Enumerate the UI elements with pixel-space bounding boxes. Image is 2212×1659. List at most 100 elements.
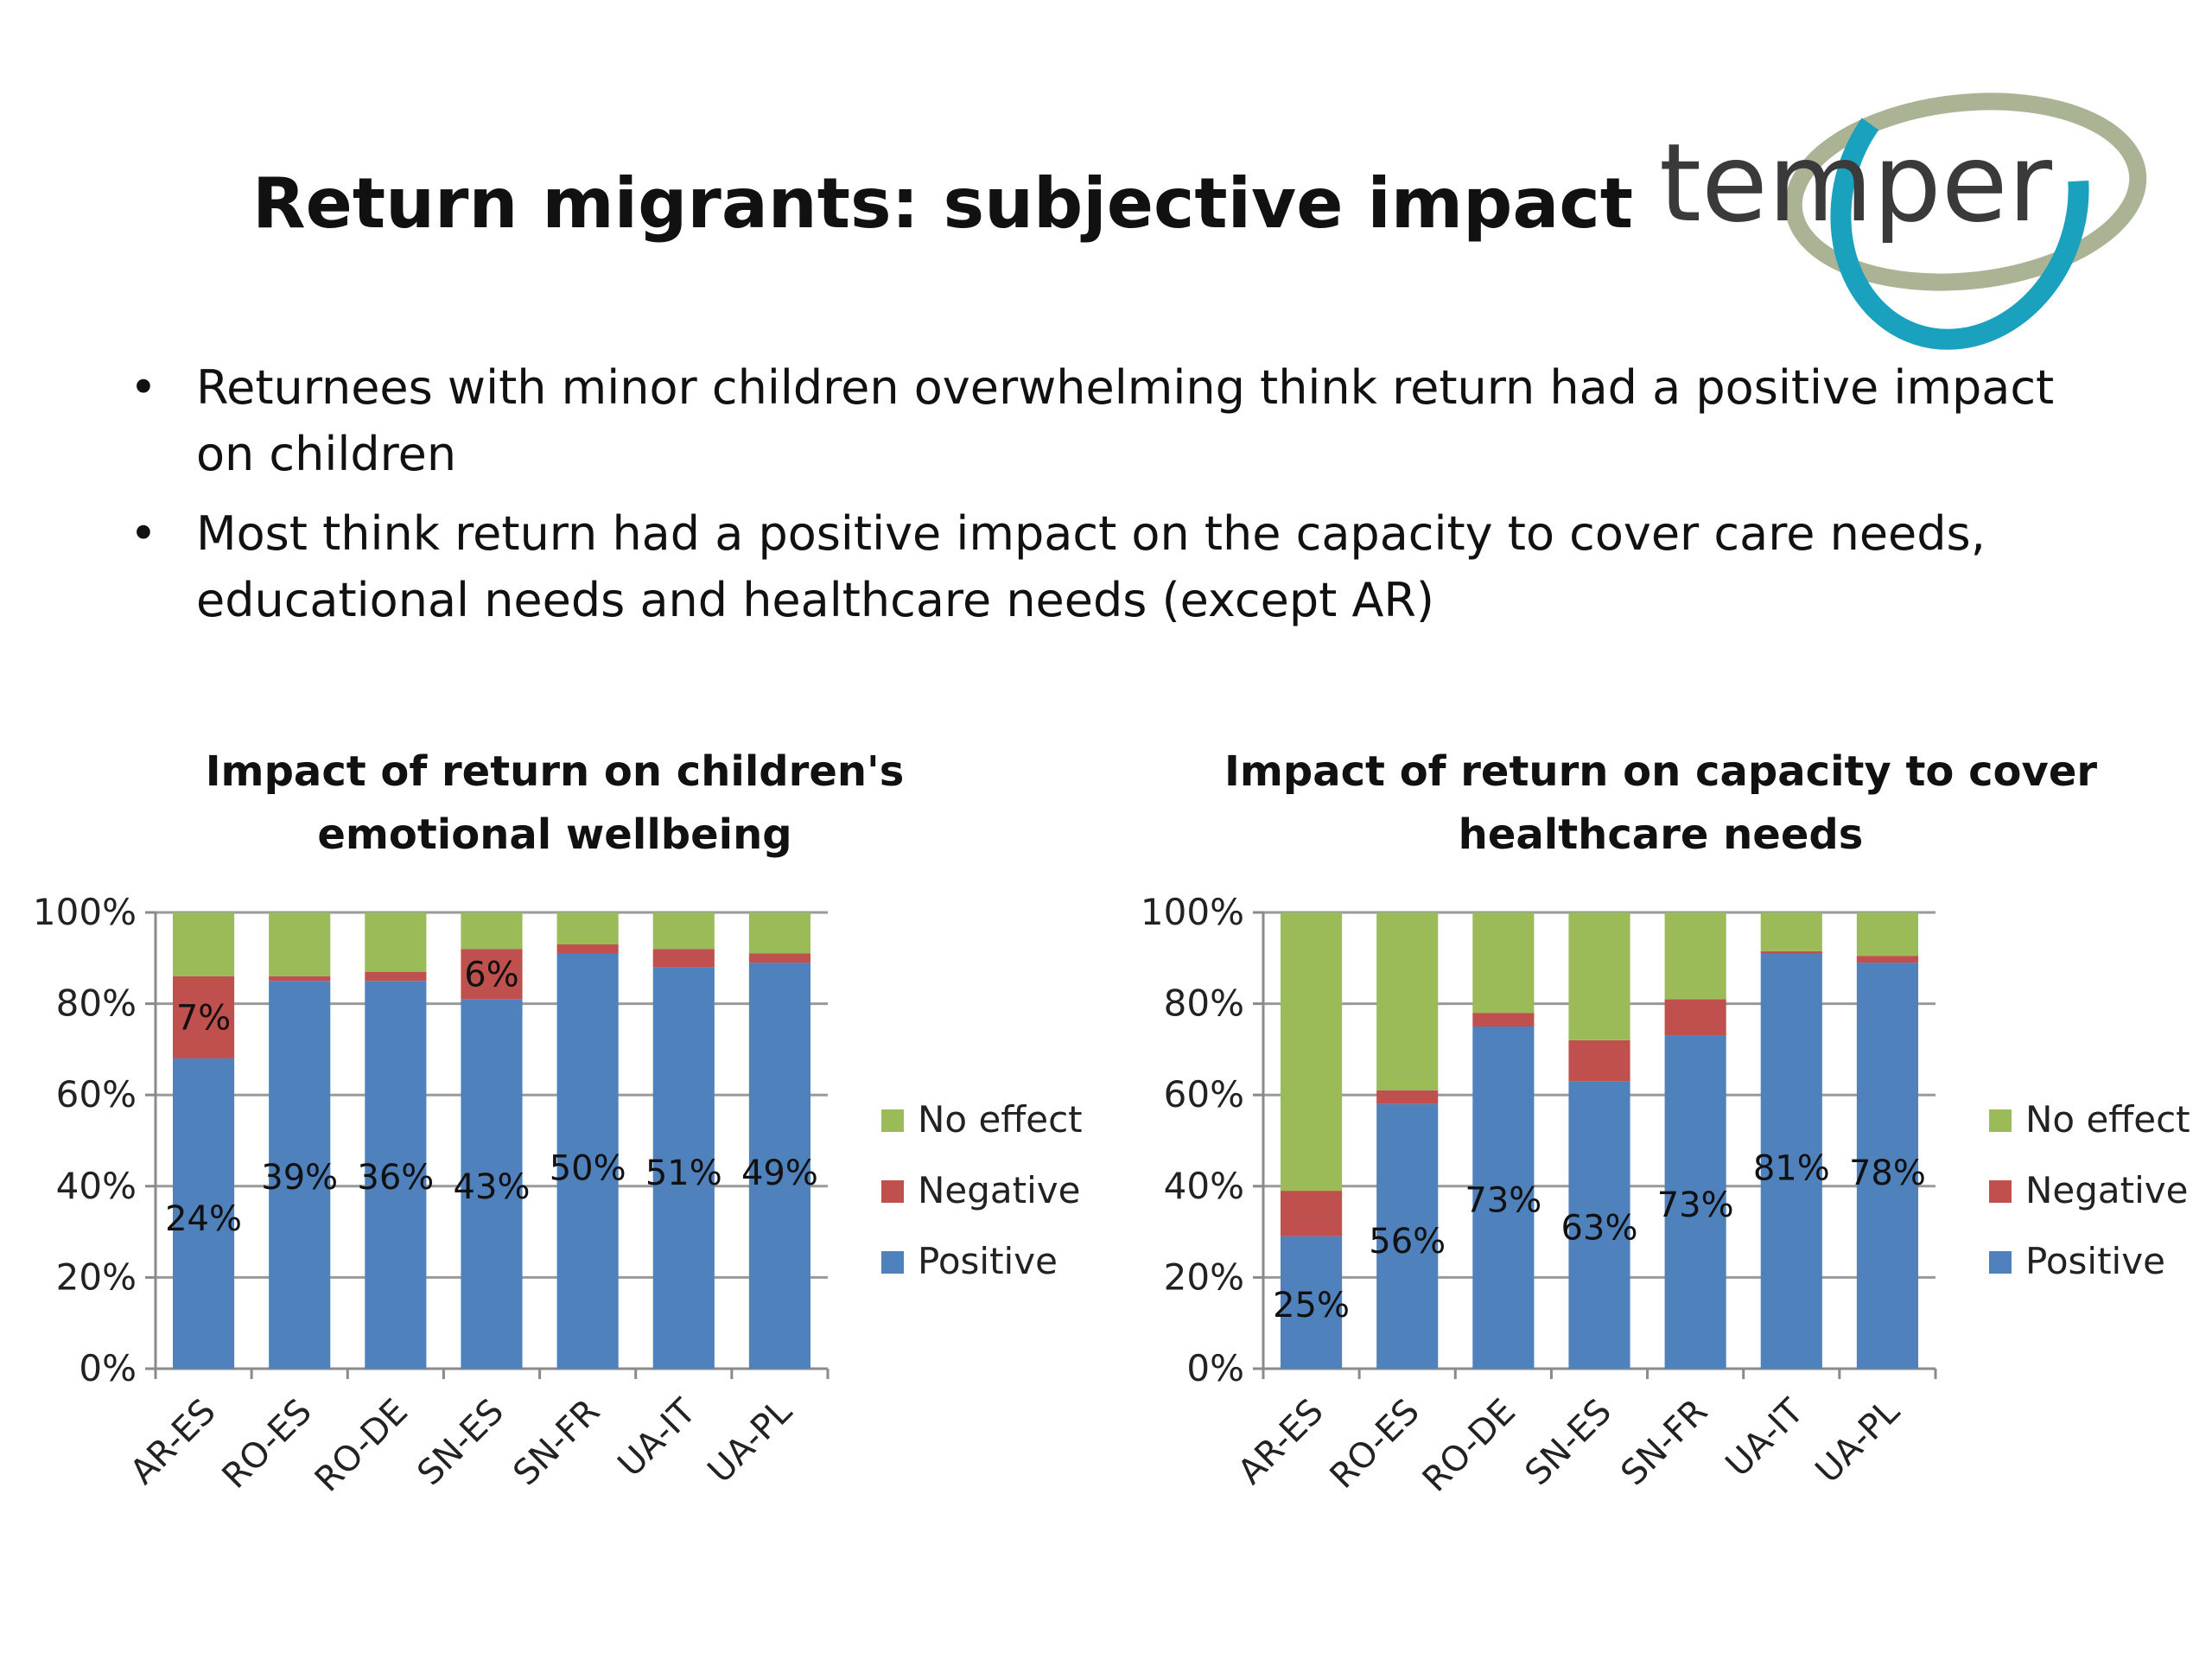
chart-1: Impact of return on children's emotional … xyxy=(33,747,1083,1500)
data-label: 36% xyxy=(357,1158,434,1198)
y-tick-label: 100% xyxy=(1141,891,1244,933)
bar-segment-positive xyxy=(1281,1236,1343,1369)
data-label: 73% xyxy=(1657,1185,1734,1225)
bar-segment-negative xyxy=(1281,1191,1343,1236)
data-label: 7% xyxy=(176,998,231,1038)
x-category-label: RO-ES xyxy=(215,1392,320,1497)
bar-segment-positive xyxy=(1664,1035,1726,1369)
legend-swatch xyxy=(1989,1109,2012,1132)
legend-swatch xyxy=(881,1109,904,1132)
legend-swatch xyxy=(1989,1251,2012,1274)
bar-segment-no-effect xyxy=(1664,912,1726,1000)
bar-segment-positive xyxy=(1856,963,1918,1369)
bar-segment-no-effect xyxy=(556,912,619,944)
bullet-list: • Returnees with minor children overwhel… xyxy=(130,354,2117,646)
legend-label: Positive xyxy=(2025,1240,2165,1282)
data-label: 39% xyxy=(261,1158,338,1198)
bar-segment-positive xyxy=(556,953,619,1369)
bar-segment-positive xyxy=(1568,1081,1630,1369)
legend-swatch xyxy=(1989,1180,2012,1203)
y-tick-label: 40% xyxy=(56,1165,137,1207)
bar-segment-positive xyxy=(1472,1027,1535,1369)
bar-segment-negative xyxy=(1664,999,1726,1036)
logo-ring-teal xyxy=(1830,56,2089,350)
bar-segment-no-effect xyxy=(365,912,427,972)
bullet-text: Returnees with minor children overwhelmi… xyxy=(196,360,2055,481)
x-category-label: UA-PL xyxy=(1808,1391,1908,1491)
y-tick-label: 80% xyxy=(1164,982,1244,1025)
y-tick-label: 80% xyxy=(56,982,137,1025)
legend-label: Negative xyxy=(918,1169,1081,1211)
bar-segment-negative xyxy=(269,976,331,982)
bar-segment-positive xyxy=(748,963,810,1369)
legend-label: No effect xyxy=(918,1098,1083,1141)
x-category-label: AR-ES xyxy=(123,1392,223,1492)
data-label: 43% xyxy=(454,1167,531,1207)
bar-segment-no-effect xyxy=(1472,912,1535,1014)
bullet-item: • Returnees with minor children overwhel… xyxy=(130,354,2117,487)
data-label: 50% xyxy=(550,1149,626,1189)
bar-segment-negative xyxy=(556,944,619,954)
legend-swatch xyxy=(881,1180,904,1203)
bar-segment-positive xyxy=(652,967,715,1369)
y-tick-label: 20% xyxy=(1164,1255,1244,1298)
chart-title-line: Impact of return on children's xyxy=(206,747,905,796)
bullet-marker: • xyxy=(130,360,157,415)
bar-segment-no-effect xyxy=(173,912,235,976)
bar-segment-no-effect xyxy=(1760,912,1822,951)
bullet-text: Most think return had a positive impact … xyxy=(196,506,1986,627)
chart-title-line: Impact of return on capacity to cover xyxy=(1224,747,2097,796)
data-label: 73% xyxy=(1465,1181,1541,1221)
x-category-label: RO-DE xyxy=(1415,1392,1523,1500)
logo-ring-green xyxy=(1784,92,2147,291)
bar-segment-negative xyxy=(1472,1013,1535,1027)
data-label: 24% xyxy=(165,1199,242,1239)
x-category-label: SN-ES xyxy=(1517,1392,1619,1494)
data-label: 51% xyxy=(645,1154,722,1193)
x-category-label: UA-PL xyxy=(701,1391,800,1491)
x-category-label: UA-IT xyxy=(611,1391,704,1484)
bar-segment-no-effect xyxy=(652,912,715,950)
chart-title-line: healthcare needs xyxy=(1459,810,1864,859)
x-category-label: SN-FR xyxy=(505,1392,607,1494)
y-tick-label: 60% xyxy=(1164,1073,1244,1116)
bar-segment-no-effect xyxy=(748,912,810,954)
bar-segment-negative xyxy=(1856,956,1918,963)
bar-segment-positive xyxy=(365,981,427,1369)
x-category-label: SN-FR xyxy=(1613,1392,1715,1494)
logo-wordmark: temper xyxy=(1659,121,2053,246)
bullet-item: • Most think return had a positive impac… xyxy=(130,500,2117,633)
data-label: 81% xyxy=(1753,1149,1830,1189)
bar-segment-no-effect xyxy=(1568,912,1630,1040)
bar-segment-no-effect xyxy=(1856,912,1918,957)
bar-segment-negative xyxy=(365,971,427,982)
bar-segment-negative xyxy=(1568,1039,1630,1082)
y-tick-label: 40% xyxy=(1164,1165,1244,1207)
legend-swatch xyxy=(881,1251,904,1274)
bar-segment-no-effect xyxy=(1376,912,1439,1090)
chart-title-line: emotional wellbeing xyxy=(317,810,791,859)
legend-label: Negative xyxy=(2025,1169,2189,1211)
temper-logo: temper xyxy=(1659,56,2147,350)
data-label: 63% xyxy=(1561,1208,1638,1248)
x-category-label: SN-ES xyxy=(410,1392,512,1494)
bar-segment-positive xyxy=(1376,1103,1439,1369)
y-tick-label: 0% xyxy=(1186,1347,1244,1389)
x-category-label: RO-ES xyxy=(1323,1392,1427,1497)
y-tick-label: 20% xyxy=(56,1255,137,1298)
bullet-marker: • xyxy=(130,506,157,561)
x-category-label: UA-IT xyxy=(1719,1391,1812,1484)
bar-segment-positive xyxy=(1760,953,1822,1369)
bar-segment-negative xyxy=(461,949,523,1000)
legend-label: Positive xyxy=(918,1240,1058,1282)
bar-segment-no-effect xyxy=(1281,912,1343,1192)
bar-segment-negative xyxy=(1376,1090,1439,1104)
x-category-label: AR-ES xyxy=(1230,1392,1331,1492)
data-label: 25% xyxy=(1273,1286,1350,1325)
chart-2: Impact of return on capacity to cover hea… xyxy=(1141,747,2190,1500)
legend-label: No effect xyxy=(2025,1098,2190,1141)
y-tick-label: 60% xyxy=(56,1073,137,1116)
bar-segment-negative xyxy=(652,949,715,968)
bar-segment-negative xyxy=(173,976,235,1058)
